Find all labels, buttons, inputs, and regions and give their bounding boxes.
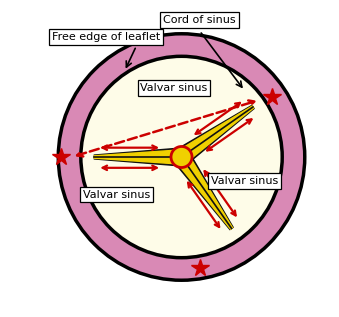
Text: Valvar sinus: Valvar sinus — [140, 83, 207, 93]
Polygon shape — [94, 148, 181, 166]
Circle shape — [58, 34, 305, 280]
Polygon shape — [94, 150, 181, 164]
Polygon shape — [174, 152, 233, 230]
Text: Cord of sinus: Cord of sinus — [163, 15, 236, 25]
Circle shape — [81, 56, 282, 258]
FancyArrowPatch shape — [77, 100, 254, 156]
Polygon shape — [177, 106, 254, 163]
Circle shape — [171, 146, 192, 167]
Polygon shape — [176, 153, 233, 229]
Polygon shape — [176, 105, 254, 165]
Text: Valvar sinus: Valvar sinus — [83, 190, 151, 200]
Text: Valvar sinus: Valvar sinus — [211, 176, 278, 186]
Text: Free edge of leaflet: Free edge of leaflet — [52, 32, 160, 42]
